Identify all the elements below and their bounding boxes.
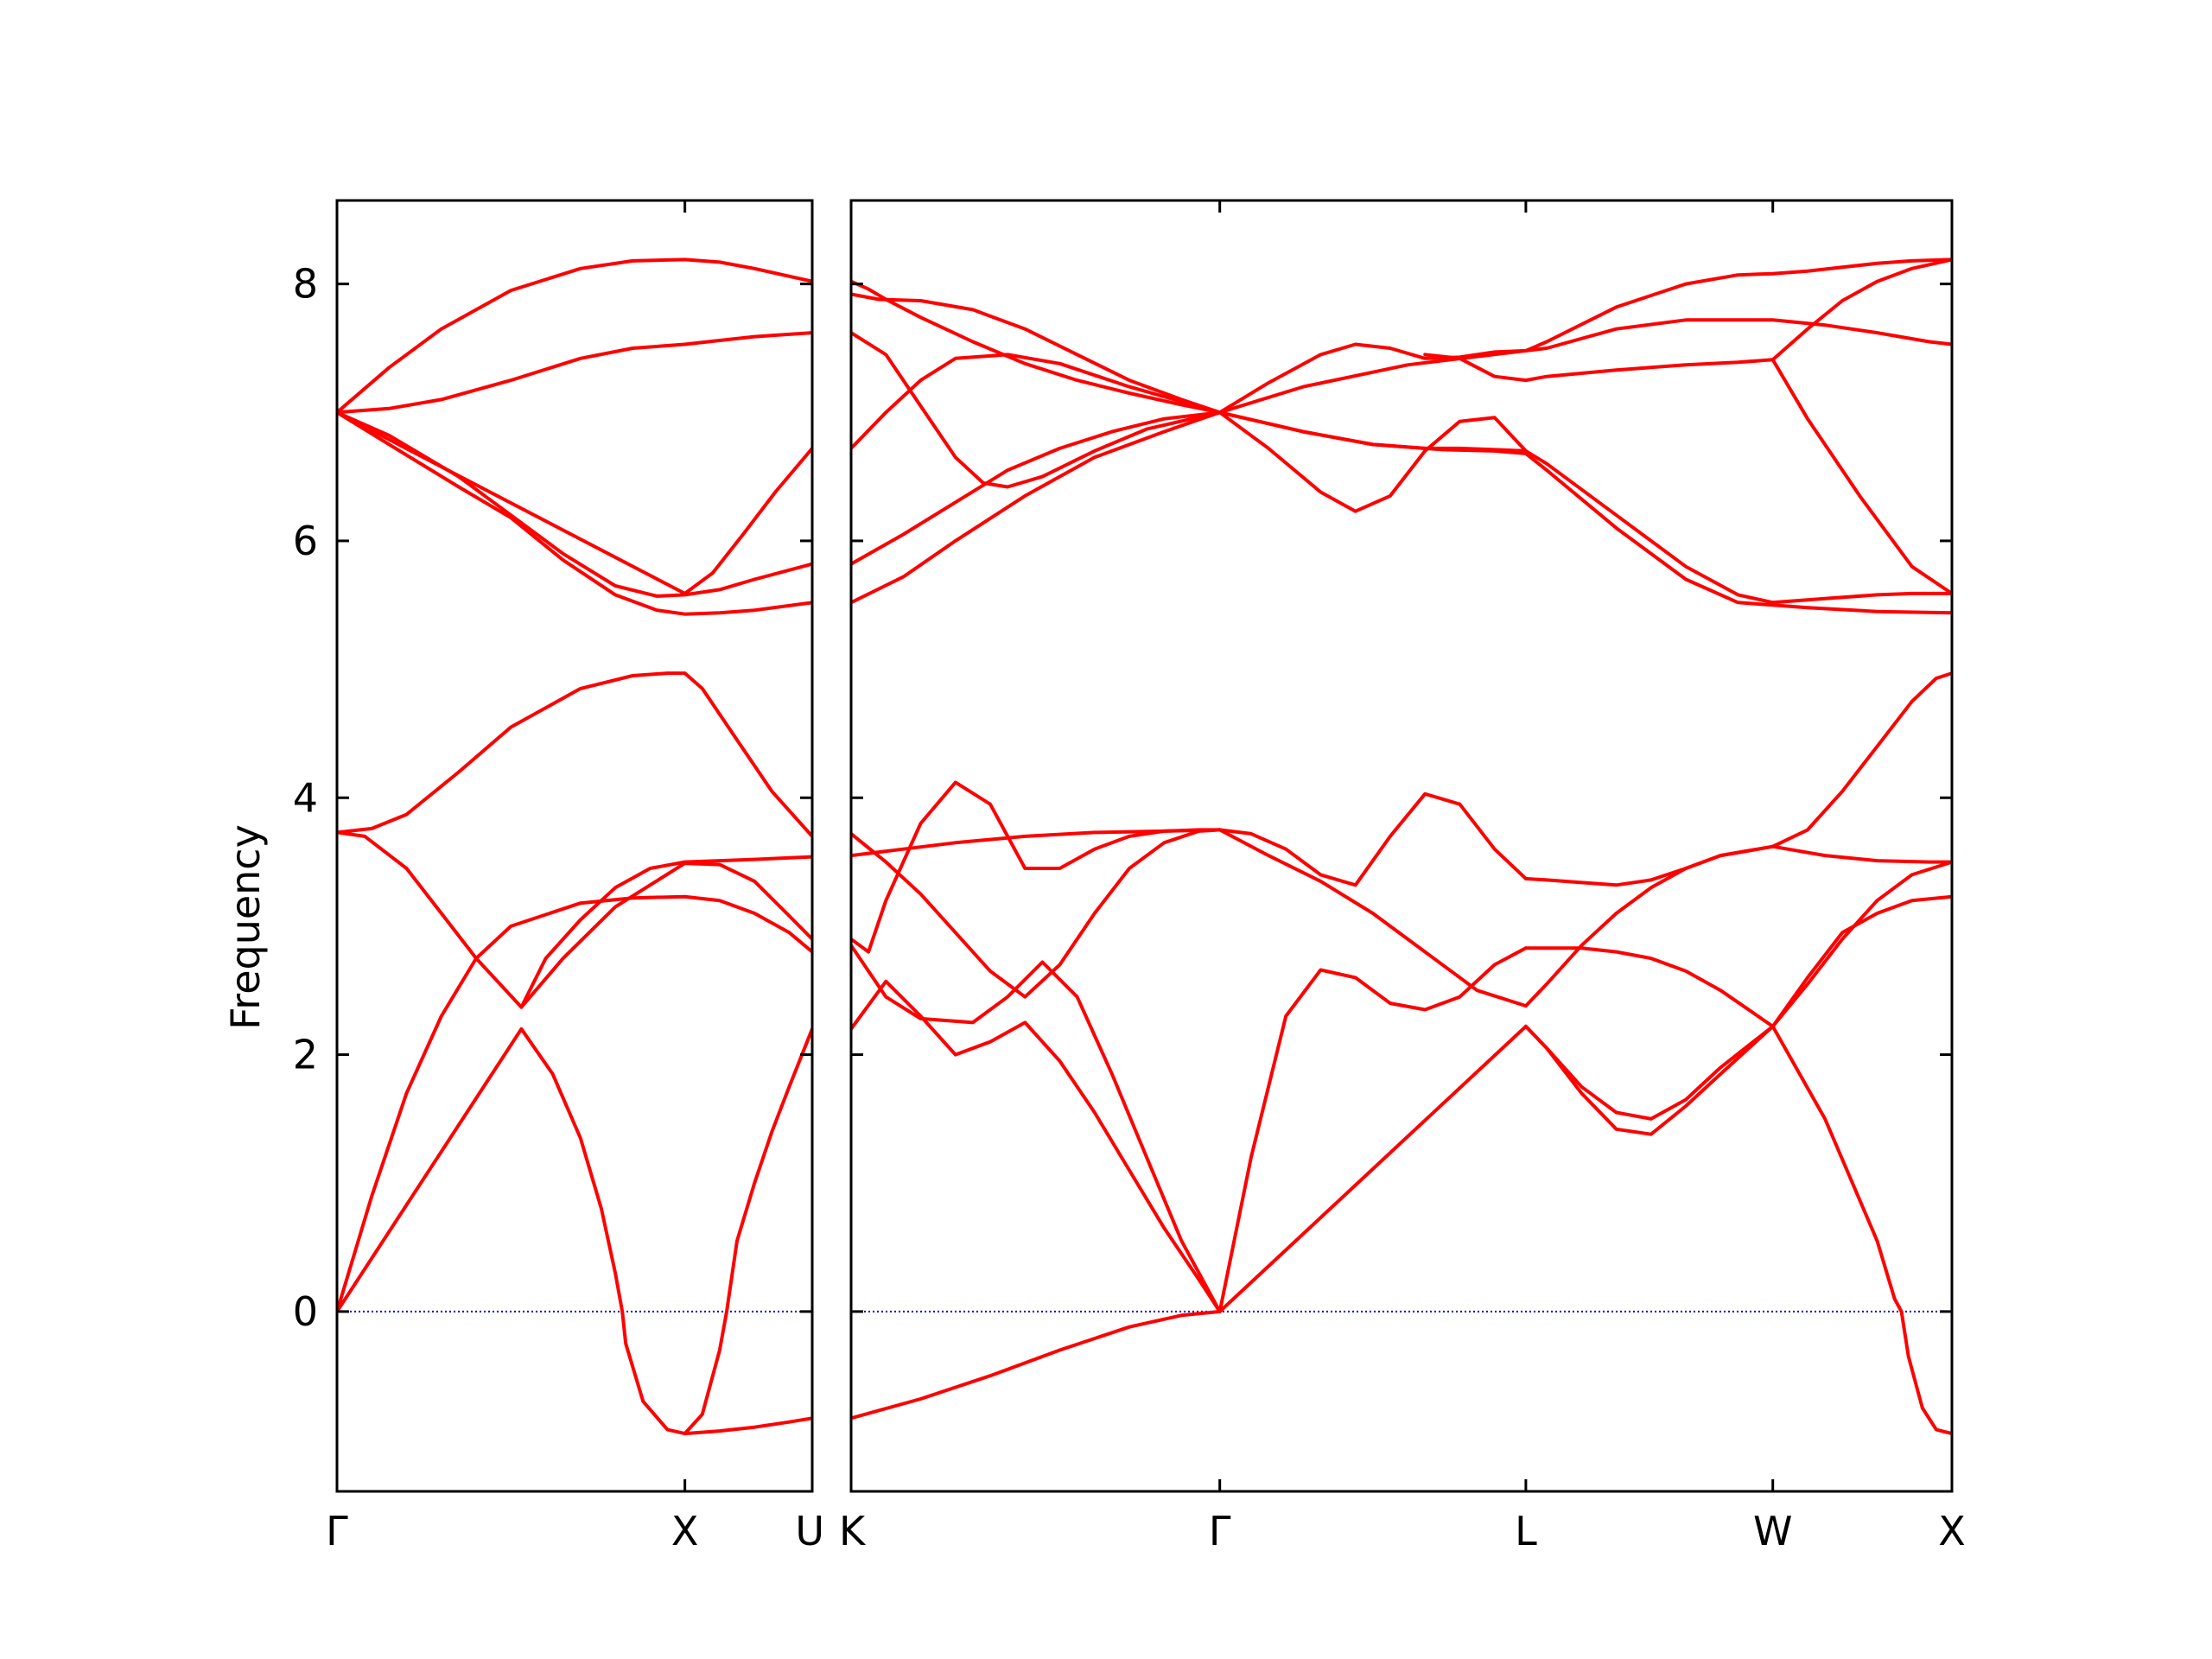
band-2-24 xyxy=(1217,1024,1528,1313)
band-1-11 xyxy=(683,1416,812,1436)
band-2-18 xyxy=(851,828,1222,999)
band-2-2 xyxy=(851,292,1222,415)
band-2-27 xyxy=(1523,844,1775,1008)
band-lines xyxy=(337,257,812,1436)
band-2-21 xyxy=(1217,791,1528,887)
band-2-5 xyxy=(851,410,1222,566)
band-2-32 xyxy=(1770,894,1952,1028)
x-tick-label: Γ xyxy=(1209,1508,1231,1554)
band-2-19 xyxy=(851,944,1222,1313)
band-2-34 xyxy=(1770,671,1952,849)
band-2-1 xyxy=(851,279,1222,415)
band-1-4 xyxy=(337,410,812,616)
panel-1: 0 2 4 6 8 Γ X U xyxy=(293,199,824,1554)
y-tick-label: 6 xyxy=(293,518,318,564)
x-tick-label: L xyxy=(1515,1508,1537,1554)
x-tick-label: W xyxy=(1753,1508,1792,1554)
y-tick-label: 4 xyxy=(293,774,318,821)
band-2-13 xyxy=(1770,358,1952,595)
band-2-4 xyxy=(851,353,1222,450)
x-tick-label: U xyxy=(795,1508,824,1554)
band-2-15 xyxy=(1770,591,1952,605)
y-tick-label: 2 xyxy=(293,1032,318,1078)
x-tick-label: X xyxy=(1938,1508,1966,1554)
x-tick-label: K xyxy=(839,1508,867,1554)
band-2-22 xyxy=(1217,828,1528,1008)
band-1-8 xyxy=(337,894,812,1313)
y-axis-label: Frequency xyxy=(222,824,269,1030)
band-2-3 xyxy=(851,331,1222,489)
band-1-2 xyxy=(337,331,812,415)
band-1-9 xyxy=(337,1027,812,1436)
band-2-10 xyxy=(1217,410,1528,513)
band-1-10 xyxy=(519,855,812,1009)
band-2-20 xyxy=(851,979,1222,1313)
band-2-8 xyxy=(1217,318,1952,415)
band-1-5 xyxy=(337,410,812,595)
panel-frame xyxy=(849,199,1954,1493)
band-lines xyxy=(851,257,1952,1436)
chart-panels: 0 2 4 6 8 Γ X U K Γ L W X xyxy=(293,199,1966,1554)
band-1-1 xyxy=(337,257,812,415)
band-2-28 xyxy=(1523,946,1775,1028)
y-tick-label: 8 xyxy=(293,261,318,308)
band-2-9 xyxy=(1217,410,1775,605)
band-1-6 xyxy=(337,671,812,838)
band-2-23 xyxy=(1217,946,1528,1313)
band-2-14 xyxy=(1770,257,1952,362)
band-2-6 xyxy=(851,410,1222,605)
x-tick-label: X xyxy=(671,1508,699,1554)
band-2-7 xyxy=(1217,257,1952,415)
band-2-35 xyxy=(1770,1024,1952,1436)
band-2-11 xyxy=(1217,410,1952,615)
panel-frame xyxy=(335,199,814,1493)
band-2-25 xyxy=(851,1309,1222,1421)
x-tick-label: Γ xyxy=(326,1508,348,1554)
band-2-30 xyxy=(1523,1024,1775,1121)
band-2-17 xyxy=(851,780,1222,954)
band-2-31 xyxy=(1770,860,1952,1028)
band-2-12 xyxy=(1423,353,1775,383)
band-2-33 xyxy=(1770,844,1952,864)
band-1-7 xyxy=(337,830,812,1009)
y-tick-label: 0 xyxy=(293,1288,318,1335)
